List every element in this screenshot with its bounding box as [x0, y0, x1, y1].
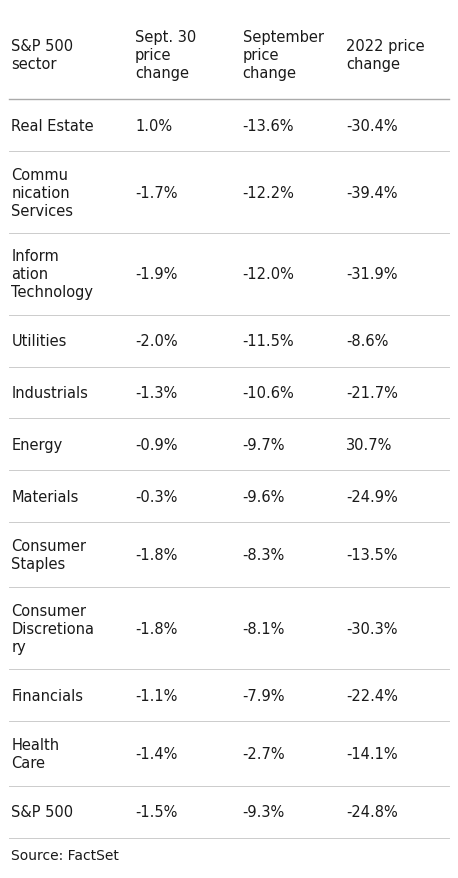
Text: Industrials: Industrials [11, 385, 88, 400]
Text: -9.7%: -9.7% [243, 437, 285, 452]
Text: -24.8%: -24.8% [346, 804, 398, 819]
Text: Consumer
Discretiona
ry: Consumer Discretiona ry [11, 603, 94, 654]
Text: -8.1%: -8.1% [243, 621, 285, 636]
Text: -12.0%: -12.0% [243, 267, 294, 282]
Text: S&P 500
sector: S&P 500 sector [11, 39, 74, 72]
Text: -30.3%: -30.3% [346, 621, 397, 636]
Text: -13.5%: -13.5% [346, 548, 397, 563]
Text: -39.4%: -39.4% [346, 185, 397, 200]
Text: -1.3%: -1.3% [135, 385, 177, 400]
Text: -22.4%: -22.4% [346, 687, 398, 702]
Text: -30.4%: -30.4% [346, 119, 398, 133]
Text: September
price
change: September price change [243, 30, 324, 81]
Text: -13.6%: -13.6% [243, 119, 294, 133]
Text: -1.8%: -1.8% [135, 621, 178, 636]
Text: Health
Care: Health Care [11, 738, 60, 770]
Text: Commu
nication
Services: Commu nication Services [11, 168, 73, 219]
Text: -9.6%: -9.6% [243, 489, 285, 504]
Text: -1.4%: -1.4% [135, 746, 178, 761]
Text: -24.9%: -24.9% [346, 489, 398, 504]
Text: -9.3%: -9.3% [243, 804, 285, 819]
Text: -14.1%: -14.1% [346, 746, 398, 761]
Text: -11.5%: -11.5% [243, 334, 294, 349]
Text: -1.9%: -1.9% [135, 267, 178, 282]
Text: -1.5%: -1.5% [135, 804, 178, 819]
Text: -1.1%: -1.1% [135, 687, 178, 702]
Text: Financials: Financials [11, 687, 83, 702]
Text: S&P 500: S&P 500 [11, 804, 74, 819]
Text: Real Estate: Real Estate [11, 119, 94, 133]
Text: -1.7%: -1.7% [135, 185, 178, 200]
Text: 2022 price
change: 2022 price change [346, 39, 425, 72]
Text: Sept. 30
price
change: Sept. 30 price change [135, 30, 196, 81]
Text: Source: FactSet: Source: FactSet [11, 847, 120, 861]
Text: -0.9%: -0.9% [135, 437, 178, 452]
Text: Utilities: Utilities [11, 334, 67, 349]
Text: -31.9%: -31.9% [346, 267, 397, 282]
Text: 30.7%: 30.7% [346, 437, 392, 452]
Text: -0.3%: -0.3% [135, 489, 178, 504]
Text: Materials: Materials [11, 489, 79, 504]
Text: -8.6%: -8.6% [346, 334, 388, 349]
Text: -2.7%: -2.7% [243, 746, 285, 761]
Text: -7.9%: -7.9% [243, 687, 285, 702]
Text: Energy: Energy [11, 437, 63, 452]
Text: -12.2%: -12.2% [243, 185, 294, 200]
Text: Inform
ation
Technology: Inform ation Technology [11, 249, 93, 300]
Text: -2.0%: -2.0% [135, 334, 178, 349]
Text: Consumer
Staples: Consumer Staples [11, 538, 87, 572]
Text: -10.6%: -10.6% [243, 385, 294, 400]
Text: -1.8%: -1.8% [135, 548, 178, 563]
Text: -8.3%: -8.3% [243, 548, 285, 563]
Text: 1.0%: 1.0% [135, 119, 172, 133]
Text: -21.7%: -21.7% [346, 385, 398, 400]
